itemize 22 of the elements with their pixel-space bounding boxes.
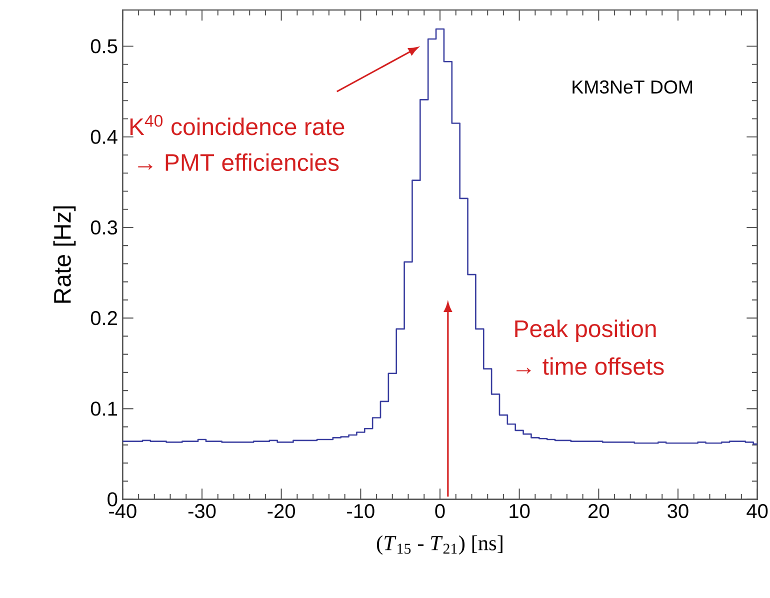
y-tick-label: 0.1: [90, 402, 117, 416]
y-tick-label: 0.5: [90, 39, 118, 54]
x-tick-label: -30: [188, 504, 216, 518]
x-tick-label: 0: [435, 504, 445, 518]
y-tick-label: 0.3: [90, 220, 118, 235]
y-tick-label: 0: [108, 492, 118, 506]
annotation: → time offsets: [516, 357, 664, 375]
x-tick-label: -10: [347, 504, 374, 518]
annotation: KM3NeT DOM: [572, 80, 692, 94]
annotation: → PMT efficiencies: [138, 153, 339, 172]
annotation: K$^{40}$ coincidence rate: [130, 114, 344, 136]
y-tick-label: 0.2: [90, 311, 117, 326]
annotation: Peak position: [515, 320, 656, 342]
x-tick-label: 30: [668, 504, 688, 518]
x-tick-label: -20: [268, 504, 295, 518]
x-tick-label: 10: [510, 504, 530, 518]
x-tick-label: -40: [109, 504, 136, 518]
x-axis-title: (T$_{15}$ - T$_{21}$) [ns]: [376, 535, 502, 555]
y-tick-label: 0.4: [90, 130, 118, 144]
x-tick-label: 20: [588, 504, 609, 518]
y-axis-title: Rate [Hz]: [53, 206, 76, 303]
x-tick-label: 40: [746, 504, 768, 518]
